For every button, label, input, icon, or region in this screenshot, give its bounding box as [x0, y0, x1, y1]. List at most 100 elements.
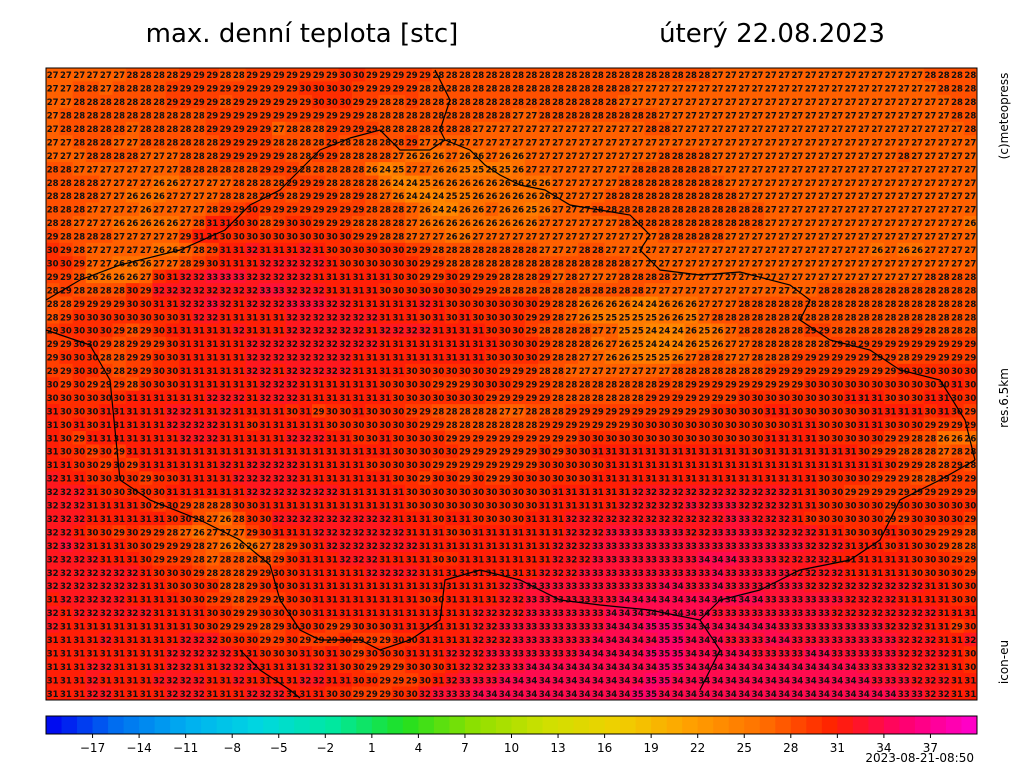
cell-value: 27	[526, 138, 538, 148]
cell-value: 29	[964, 340, 976, 350]
cell-value: 32	[273, 354, 285, 364]
cell-value: 28	[579, 98, 591, 108]
cell-value: 28	[127, 112, 139, 122]
cell-value: 29	[233, 125, 245, 135]
cell-value: 27	[672, 246, 684, 256]
cell-value: 28	[526, 98, 538, 108]
cell-value: 29	[100, 300, 112, 310]
cell-value: 27	[60, 138, 72, 148]
cell-value: 28	[765, 300, 777, 310]
cell-value: 27	[845, 219, 857, 229]
cell-value: 30	[87, 327, 99, 337]
cell-value: 28	[552, 259, 564, 269]
cell-bg	[631, 94, 645, 109]
cell-value: 30	[858, 381, 870, 391]
cell-value: 31	[299, 394, 311, 404]
cell-value: 29	[925, 340, 937, 350]
cell-value: 31	[220, 367, 232, 377]
cell-value: 27	[792, 152, 804, 162]
cell-value: 28	[951, 300, 963, 310]
cell-value: 28	[752, 354, 764, 364]
cell-value: 29	[393, 71, 405, 81]
cell-value: 27	[805, 125, 817, 135]
cell-value: 27	[725, 327, 737, 337]
cell-value: 31	[406, 300, 418, 310]
cell-bg	[418, 68, 433, 82]
cell-value: 28	[366, 179, 378, 189]
cell-value: 28	[552, 286, 564, 296]
cell-value: 31	[472, 340, 484, 350]
cell-value: 26	[472, 219, 484, 229]
cell-value: 28	[831, 286, 843, 296]
cell-value: 27	[845, 125, 857, 135]
cell-value: 29	[366, 98, 378, 108]
cell-value: 27	[712, 138, 724, 148]
cell-value: 29	[512, 367, 524, 377]
cell-value: 28	[645, 125, 657, 135]
cell-value: 27	[552, 206, 564, 216]
cell-value: 27	[273, 125, 285, 135]
cell-value: 30	[73, 354, 85, 364]
cell-value: 32	[286, 340, 298, 350]
cell-value: 27	[938, 152, 950, 162]
cell-value: 28	[512, 71, 524, 81]
cell-value: 28	[246, 179, 258, 189]
cell-value: 31	[406, 340, 418, 350]
cell-value: 27	[778, 85, 790, 95]
cell-value: 27	[552, 233, 564, 243]
cell-bg	[471, 68, 486, 82]
cell-value: 27	[898, 112, 910, 122]
cell-value: 28	[87, 233, 99, 243]
cell-bg	[804, 94, 818, 109]
cell-bg	[192, 68, 207, 82]
cell-value: 28	[672, 179, 684, 189]
cell-value: 28	[712, 192, 724, 202]
cell-bg	[737, 94, 752, 109]
cell-value: 27	[765, 152, 777, 162]
cell-value: 27	[778, 219, 790, 229]
cell-value: 33	[260, 286, 272, 296]
cell-value: 27	[818, 233, 830, 243]
cell-value: 29	[220, 125, 232, 135]
cell-value: 27	[180, 219, 192, 229]
cell-value: 28	[459, 246, 471, 256]
cell-value: 29	[459, 273, 471, 283]
cell-value: 28	[632, 273, 644, 283]
cell-value: 27	[712, 85, 724, 95]
cell-value: 27	[579, 125, 591, 135]
cell-value: 28	[858, 313, 870, 323]
cell-value: 27	[592, 327, 604, 337]
cell-value: 28	[659, 219, 671, 229]
cell-value: 27	[752, 192, 764, 202]
cell-value: 27	[113, 165, 125, 175]
cell-value: 26	[499, 192, 511, 202]
cell-value: 28	[698, 219, 710, 229]
cell-value: 29	[765, 381, 777, 391]
cell-value: 27	[153, 165, 165, 175]
cell-value: 28	[579, 340, 591, 350]
cell-value: 27	[552, 179, 564, 189]
cell-value: 32	[286, 354, 298, 364]
cell-value: 27	[725, 71, 737, 81]
cell-bg	[391, 68, 406, 82]
cell-value: 31	[432, 354, 444, 364]
cell-value: 27	[552, 219, 564, 229]
cell-bg	[405, 68, 419, 82]
cell-value: 28	[659, 206, 671, 216]
cell-value: 26	[499, 152, 511, 162]
cell-value: 31	[233, 367, 245, 377]
cell-value: 27	[805, 165, 817, 175]
cell-value: 27	[885, 192, 897, 202]
cell-value: 30	[166, 381, 178, 391]
cell-value: 30	[326, 233, 338, 243]
cell-value: 31	[206, 354, 218, 364]
cell-value: 30	[153, 367, 165, 377]
cell-value: 31	[459, 354, 471, 364]
cell-value: 32	[286, 313, 298, 323]
cell-value: 27	[818, 192, 830, 202]
cell-value: 30	[299, 219, 311, 229]
cell-value: 27	[911, 71, 923, 81]
cell-value: 27	[632, 152, 644, 162]
cell-bg	[378, 94, 393, 109]
cell-bg	[578, 68, 592, 82]
